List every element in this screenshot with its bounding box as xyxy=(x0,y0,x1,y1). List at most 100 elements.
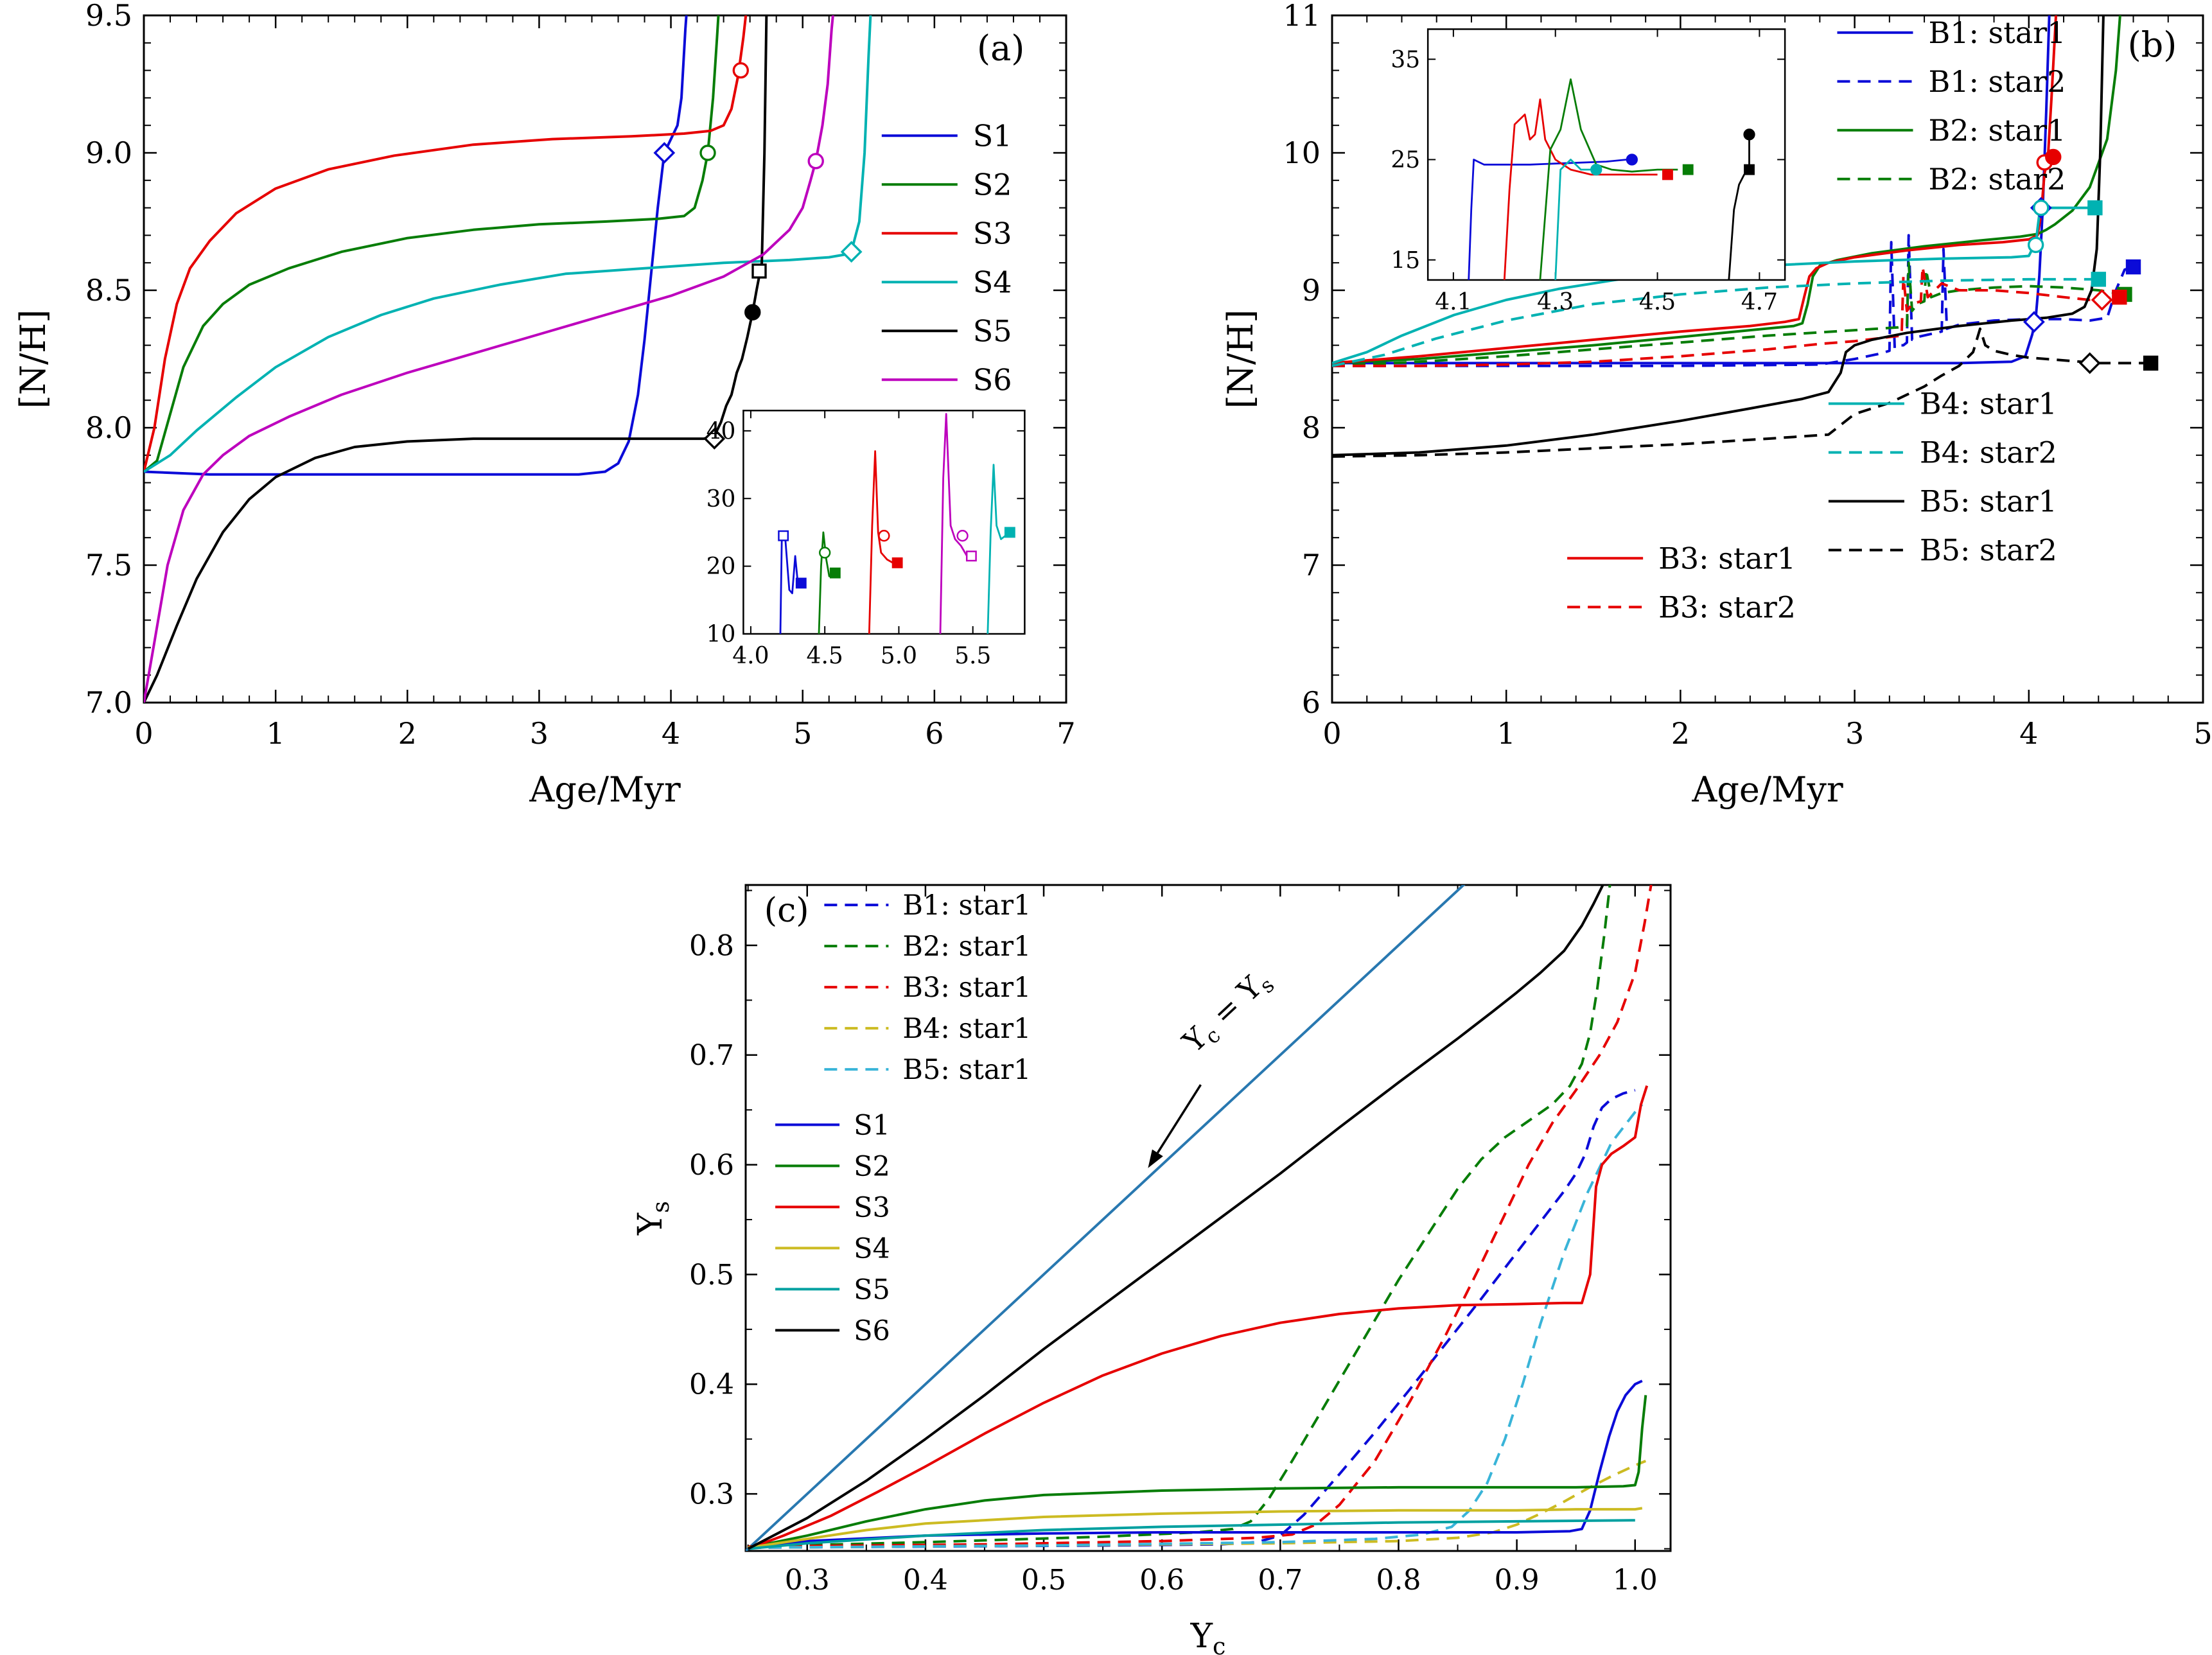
svg-text:0.3: 0.3 xyxy=(785,1564,830,1597)
svg-text:3: 3 xyxy=(530,716,549,751)
legend: B1: star1 B1: star2 B2: star1 B2: star2 B4: … xyxy=(1567,15,2066,624)
svg-text:0.4: 0.4 xyxy=(903,1564,948,1597)
inset-chart: 4.0 4.5 5.0 5.5 10 20 30 40 xyxy=(707,410,1026,669)
svg-text:4.0: 4.0 xyxy=(732,643,769,669)
svg-text:2: 2 xyxy=(398,716,417,751)
legend-label: B2: star1 xyxy=(1928,113,2066,148)
series-S4 xyxy=(748,1507,1643,1549)
legend-label: S3 xyxy=(854,1191,890,1223)
series-S3 xyxy=(748,1085,1649,1550)
series-S5 xyxy=(144,15,768,703)
svg-text:6: 6 xyxy=(925,716,944,751)
series-S1 xyxy=(144,15,688,476)
svg-text:4.5: 4.5 xyxy=(807,643,843,669)
svg-text:5: 5 xyxy=(793,716,812,751)
svg-text:1: 1 xyxy=(267,716,285,751)
axes: 0 1 2 3 4 5 6 7 8 9 10 11 xyxy=(1283,0,2212,751)
legend: S1 S2 S3 S4 S5 S6 xyxy=(881,118,1012,397)
svg-text:0.9: 0.9 xyxy=(1495,1564,1540,1597)
series-S2 xyxy=(144,15,720,473)
legend-label: B2: star2 xyxy=(1928,162,2066,197)
svg-text:7.5: 7.5 xyxy=(85,548,132,582)
svg-text:9.0: 9.0 xyxy=(85,136,132,170)
annotation-text: (b) xyxy=(2128,24,2177,65)
x-axis-label: Yc xyxy=(1190,1617,1226,1655)
series-line xyxy=(1503,98,1658,280)
inset-chart: 4.1 4.3 4.5 4.7 15 25 35 xyxy=(1391,28,1786,315)
svg-text:35: 35 xyxy=(1391,47,1420,73)
svg-text:5: 5 xyxy=(2193,716,2212,751)
svg-text:5.5: 5.5 xyxy=(954,643,991,669)
legend-label: B3: star2 xyxy=(1658,590,1796,624)
svg-text:0: 0 xyxy=(1322,716,1341,751)
series-B2: star2 xyxy=(1332,261,2125,367)
legend-label: S1 xyxy=(973,118,1012,153)
svg-text:10: 10 xyxy=(1283,136,1321,170)
svg-text:0.8: 0.8 xyxy=(1376,1564,1421,1597)
svg-text:0.5: 0.5 xyxy=(689,1259,734,1292)
series-S1 xyxy=(748,1379,1643,1549)
series-B3: star1 xyxy=(748,885,1653,1548)
legend-label: S5 xyxy=(973,313,1012,348)
legend-label: B2: star1 xyxy=(902,931,1031,963)
legend-label: S2 xyxy=(973,167,1012,202)
series-line xyxy=(1539,78,1678,280)
legend-label: S5 xyxy=(854,1274,890,1306)
legend-label: S1 xyxy=(854,1109,890,1141)
svg-text:25: 25 xyxy=(1391,147,1420,173)
svg-text:0.7: 0.7 xyxy=(1258,1564,1303,1597)
legend-label: B3: star1 xyxy=(1658,541,1796,575)
svg-text:7.0: 7.0 xyxy=(85,685,132,720)
svg-text:9: 9 xyxy=(1302,273,1321,308)
axes: 0.3 0.4 0.5 0.6 0.7 0.8 0.9 1.0 0.3 0.4 0.5 0.6 0.7 0… xyxy=(689,884,1672,1597)
legend-label: S3 xyxy=(973,216,1012,250)
svg-text:3: 3 xyxy=(1845,716,1864,751)
svg-text:4: 4 xyxy=(2019,716,2038,751)
annotation-text: (c) xyxy=(764,891,809,930)
annotation-text: Yc = Ys xyxy=(1175,962,1279,1062)
svg-text:40: 40 xyxy=(707,418,736,444)
svg-text:30: 30 xyxy=(707,486,736,512)
series-B3: star2 xyxy=(1332,265,2120,367)
svg-text:7: 7 xyxy=(1057,716,1075,751)
svg-text:15: 15 xyxy=(1391,247,1420,274)
series-line xyxy=(1554,159,1592,280)
series-B4: star1 xyxy=(748,1460,1647,1549)
svg-text:1.0: 1.0 xyxy=(1613,1564,1658,1597)
annotation-arrow xyxy=(1156,1084,1202,1154)
series-S5 xyxy=(748,1519,1635,1550)
svg-text:0.6: 0.6 xyxy=(689,1149,734,1182)
svg-text:0.5: 0.5 xyxy=(1021,1564,1066,1597)
svg-text:5.0: 5.0 xyxy=(881,643,917,669)
legend-label: S6 xyxy=(854,1315,890,1347)
series-line xyxy=(868,450,899,634)
series-B5: star1 xyxy=(1332,15,2105,457)
svg-text:1: 1 xyxy=(1497,716,1516,751)
svg-text:0.4: 0.4 xyxy=(689,1369,734,1401)
x-axis-label: Age/Myr xyxy=(529,769,681,810)
series-B5: star1 xyxy=(748,1103,1644,1549)
svg-text:8.0: 8.0 xyxy=(85,410,132,445)
svg-text:4.3: 4.3 xyxy=(1537,289,1574,315)
svg-text:2: 2 xyxy=(1671,716,1690,751)
plot-series xyxy=(1332,15,2159,458)
legend-label: S6 xyxy=(973,362,1012,397)
series-B4: star2 xyxy=(1332,277,2099,367)
legend: B1: star1 B2: star1 B3: star1 B4: star1 B5: … xyxy=(775,889,1031,1347)
svg-text:8.5: 8.5 xyxy=(85,273,132,308)
y-axis-label: Ys xyxy=(631,1201,674,1236)
y-axis-label: [N/H] xyxy=(1220,310,1261,409)
annotation-text: (a) xyxy=(977,28,1024,69)
svg-text:6: 6 xyxy=(1302,685,1321,720)
panel-a-chart: 0 1 2 3 4 5 6 7 7.0 7.5 8.0 8.5 9.0 9.5 Age/Myr [N/H] 4.… xyxy=(13,0,1076,810)
series-S4 xyxy=(144,15,872,473)
series-S6 xyxy=(747,885,1604,1550)
series-line xyxy=(1468,159,1628,280)
svg-text:4.5: 4.5 xyxy=(1639,289,1676,315)
plot-series xyxy=(144,15,872,703)
svg-text:0.6: 0.6 xyxy=(1139,1564,1184,1597)
series-S2 xyxy=(748,1395,1647,1549)
svg-text:4: 4 xyxy=(662,716,680,751)
legend-label: B4: star1 xyxy=(1920,387,2057,421)
x-axis-label: Age/Myr xyxy=(1691,769,1843,810)
